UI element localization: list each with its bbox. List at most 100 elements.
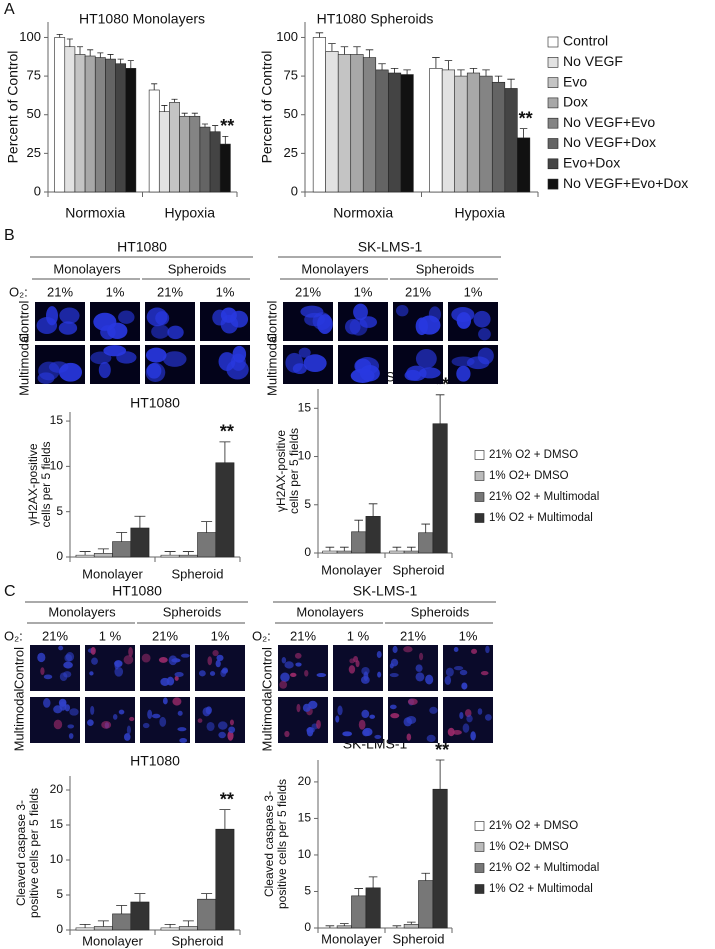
error-bar: [328, 43, 336, 52]
legend-label: 21% O2 + Multimodal: [489, 862, 599, 874]
bar: [441, 69, 456, 193]
nucleus: [64, 704, 71, 712]
error-bar: [56, 33, 63, 38]
error-bar: [354, 888, 364, 896]
bar: [365, 516, 381, 554]
nucleus: [212, 309, 228, 326]
nucleus: [415, 349, 437, 369]
micrograph: [333, 697, 383, 743]
nucleus: [215, 659, 221, 668]
error-bar: [457, 69, 465, 77]
bar: [178, 926, 198, 931]
group-label: Spheroids: [416, 261, 475, 276]
bar: [130, 527, 150, 558]
legend-swatch: [547, 97, 559, 109]
nucleus: [207, 656, 213, 666]
nucleus: [376, 650, 382, 659]
bar: [491, 81, 506, 193]
o2-label: O₂:: [9, 284, 28, 299]
legend-label: No VEGF+Evo: [563, 114, 655, 130]
x-tick-label: Spheroid: [392, 931, 444, 946]
nucleus: [91, 657, 98, 665]
nucleus: [361, 709, 370, 719]
bar: [169, 102, 180, 193]
significance-annotation: **: [435, 740, 449, 760]
group-label: Monolayers: [48, 604, 116, 619]
nucleus: [63, 671, 72, 678]
bar: [418, 532, 434, 554]
o2-level: 1%: [459, 628, 478, 643]
bar: [350, 54, 364, 193]
bar: [160, 927, 180, 931]
error-bar: [339, 923, 349, 926]
nucleus: [177, 727, 187, 732]
bar: [389, 550, 405, 554]
y-tick-label: 0: [291, 183, 298, 198]
nucleus: [429, 706, 438, 714]
nucleus: [230, 310, 249, 328]
nucleus: [89, 671, 94, 676]
legend-swatch: [547, 36, 559, 48]
nucleus: [146, 362, 162, 379]
legend-swatch: [474, 492, 485, 502]
y-tick-label: 75: [27, 68, 41, 83]
nucleus: [284, 730, 290, 738]
nucleus: [453, 647, 459, 653]
group-label: Monolayers: [301, 261, 369, 276]
error-bar: [116, 532, 128, 542]
nucleus: [126, 725, 131, 735]
nucleus: [58, 698, 67, 707]
bar: [336, 550, 352, 554]
bar: [337, 54, 352, 193]
cell-line-header: SK-LMS-1: [358, 239, 423, 255]
error-bar: [201, 123, 209, 128]
nucleus: [428, 306, 441, 323]
nucleus: [390, 713, 400, 719]
nucleus: [69, 708, 79, 716]
y-tick-label: 10: [50, 852, 64, 866]
legend-label: 1% O2+ DMSO: [489, 470, 569, 482]
bar: [64, 46, 76, 193]
legend-label: No VEGF: [563, 53, 623, 69]
group-label: Spheroids: [163, 604, 222, 619]
significance-annotation: **: [220, 116, 234, 136]
bar: [312, 37, 326, 193]
nucleus: [174, 675, 179, 681]
nucleus: [166, 676, 175, 686]
nucleus: [101, 720, 112, 729]
y-tick-label: 0: [56, 922, 63, 936]
bar: [199, 126, 211, 193]
error-bar: [368, 876, 378, 888]
error-bar: [134, 515, 146, 528]
error-bar: [76, 46, 84, 55]
nucleus: [90, 705, 95, 715]
row-label: Multimodal: [259, 688, 274, 751]
error-bar: [79, 924, 91, 928]
y-tick-label: 15: [298, 400, 312, 414]
nucleus: [209, 671, 216, 676]
error-bar: [469, 67, 478, 73]
y-tick-label: 15: [298, 811, 312, 825]
nucleus: [362, 727, 373, 737]
error-bar: [201, 893, 213, 900]
y-axis-label: Cleaved caspase 3-: [14, 800, 28, 906]
y-tick-label: 50: [284, 106, 298, 121]
bar: [112, 541, 132, 558]
nucleus: [295, 662, 302, 667]
y-tick-label: 10: [298, 847, 312, 861]
error-bar: [325, 546, 335, 552]
error-bar: [421, 523, 431, 533]
chart-title: HT1080 Monolayers: [79, 11, 205, 27]
o2-level: 21%: [290, 628, 316, 643]
y-tick-label: 100: [19, 29, 41, 44]
nucleus: [206, 721, 215, 732]
legend-label: No VEGF+Dox: [563, 134, 656, 150]
nucleus: [478, 328, 491, 341]
nucleus: [123, 655, 134, 665]
error-bar: [97, 52, 104, 58]
bar: [93, 553, 113, 558]
nucleus: [162, 697, 168, 705]
y-tick-label: 10: [50, 459, 64, 473]
legend-label: 21% O2 + DMSO: [489, 449, 578, 461]
row-label: Control: [259, 647, 274, 689]
